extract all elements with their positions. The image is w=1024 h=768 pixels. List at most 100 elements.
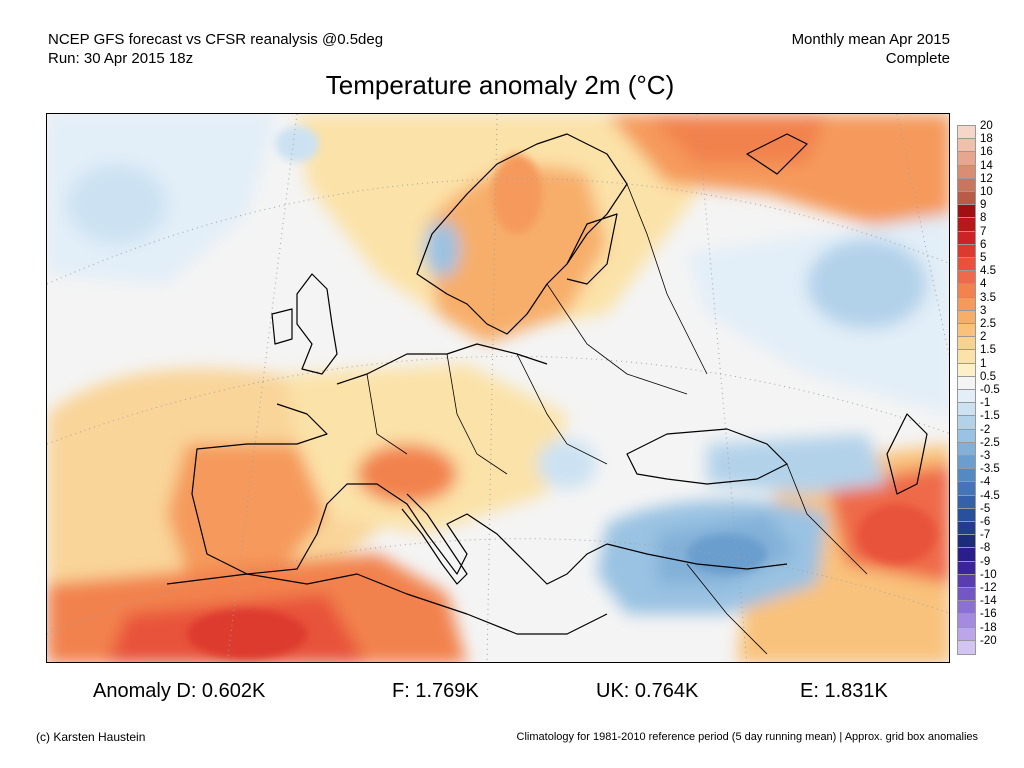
header-right: Monthly mean Apr 2015 Complete — [792, 30, 950, 68]
scale-entry: -9 — [957, 556, 1018, 576]
scale-label: 7 — [980, 225, 987, 238]
scale-label: -8 — [980, 542, 991, 555]
scale-label: -1 — [980, 397, 991, 410]
scale-label: 2 — [980, 331, 987, 344]
scale-entry: 10 — [957, 186, 1018, 206]
scale-swatch — [957, 547, 976, 563]
scale-label: 0.5 — [980, 370, 996, 383]
scale-entry: 2 — [957, 331, 1018, 352]
scale-label: 18 — [980, 133, 993, 146]
scale-swatch — [957, 455, 976, 470]
scale-entry: -0.5 — [957, 384, 1018, 404]
scale-entry: 8 — [957, 212, 1018, 233]
scale-entry: -10 — [957, 569, 1018, 589]
scale-label: 5 — [980, 252, 987, 264]
scale-swatch — [957, 428, 976, 444]
scale-swatch — [957, 587, 976, 602]
scale-label: 4.5 — [980, 265, 996, 278]
scale-swatch — [957, 534, 976, 550]
scale-entry: 0.5 — [957, 371, 1018, 391]
scale-swatch — [957, 309, 976, 325]
scale-label: -20 — [980, 634, 997, 647]
scale-entry: 6 — [957, 239, 1018, 259]
scale-swatch — [957, 521, 976, 536]
anomaly-detail — [187, 126, 937, 659]
scale-label: 12 — [980, 172, 993, 185]
scale-label: 1 — [980, 357, 987, 370]
scale-entry: 20 — [957, 120, 1018, 140]
scale-label: 6 — [980, 238, 987, 251]
scale-swatch — [957, 270, 976, 286]
scale-entry: -1 — [957, 397, 1018, 418]
scale-label: 10 — [980, 186, 993, 198]
scale-entry: 9 — [957, 199, 1018, 220]
scale-swatch — [957, 507, 976, 523]
scale-label: 20 — [980, 120, 993, 132]
scale-entry: 7 — [957, 226, 1018, 246]
model-description: NCEP GFS forecast vs CFSR reanalysis @0.… — [48, 31, 384, 48]
run-time: Run: 30 Apr 2015 18z — [48, 50, 194, 67]
scale-swatch — [957, 164, 976, 180]
scale-label: -0.5 — [980, 384, 1000, 396]
scale-label: -10 — [980, 568, 997, 581]
scale-swatch — [957, 177, 976, 193]
scale-label: -2.5 — [980, 436, 1000, 449]
scale-label: -4 — [980, 476, 991, 489]
scale-entry: 1.5 — [957, 344, 1018, 365]
scale-entry: -3.5 — [957, 463, 1018, 484]
scale-label: 3 — [980, 304, 987, 317]
scale-swatch — [957, 296, 976, 312]
scale-label: 3.5 — [980, 291, 996, 304]
scale-entry: 12 — [957, 173, 1018, 193]
scale-entry: -3 — [957, 450, 1018, 470]
scale-label: 16 — [980, 146, 993, 159]
scale-label: 8 — [980, 212, 987, 225]
scale-swatch — [957, 389, 976, 404]
scale-entry: 3.5 — [957, 292, 1018, 312]
period-label: Monthly mean Apr 2015 — [791, 31, 950, 48]
scale-label: 2.5 — [980, 318, 996, 330]
scale-label: -4.5 — [980, 489, 1000, 502]
scale-swatch — [957, 125, 976, 140]
scale-entry: 2.5 — [957, 318, 1018, 338]
scale-entry: 4.5 — [957, 265, 1018, 286]
scale-entry: -2.5 — [957, 437, 1018, 457]
anomaly-e: E: 1.831K — [800, 680, 888, 702]
scale-swatch — [957, 441, 976, 457]
scale-entry: -5 — [957, 503, 1018, 523]
scale-label: -5 — [980, 502, 991, 515]
scale-label: -2 — [980, 423, 991, 436]
scale-label: 1.5 — [980, 344, 996, 357]
scale-entry: 3 — [957, 305, 1018, 325]
scale-label: -12 — [980, 582, 997, 594]
scale-label: -7 — [980, 529, 991, 542]
scale-label: -9 — [980, 555, 991, 568]
scale-label: -16 — [980, 608, 997, 621]
copyright: (c) Karsten Haustein — [36, 730, 146, 744]
climatology-note: Climatology for 1981-2010 reference peri… — [516, 731, 978, 743]
scale-entry: -7 — [957, 529, 1018, 550]
scale-label: 9 — [980, 199, 987, 212]
scale-entry: -14 — [957, 595, 1018, 616]
scale-swatch — [957, 283, 976, 299]
scale-entry: 16 — [957, 146, 1018, 167]
scale-label: -6 — [980, 516, 991, 528]
scale-swatch — [957, 626, 976, 642]
scale-swatch — [957, 481, 976, 497]
scale-label: 4 — [980, 278, 987, 291]
scale-label: -3 — [980, 450, 991, 462]
scale-entry: -8 — [957, 542, 1018, 563]
scale-swatch — [957, 138, 976, 154]
scale-swatch — [957, 600, 976, 616]
scale-swatch — [957, 468, 976, 484]
scale-entry: 4 — [957, 278, 1018, 299]
scale-swatch — [957, 257, 976, 272]
scale-swatch — [957, 191, 976, 206]
header-left: NCEP GFS forecast vs CFSR reanalysis @0.… — [48, 30, 383, 68]
scale-swatch — [957, 217, 976, 233]
scale-swatch — [957, 336, 976, 352]
scale-entry: 18 — [957, 133, 1018, 154]
scale-swatch — [957, 494, 976, 510]
scale-swatch — [957, 349, 976, 365]
scale-swatch — [957, 613, 976, 629]
